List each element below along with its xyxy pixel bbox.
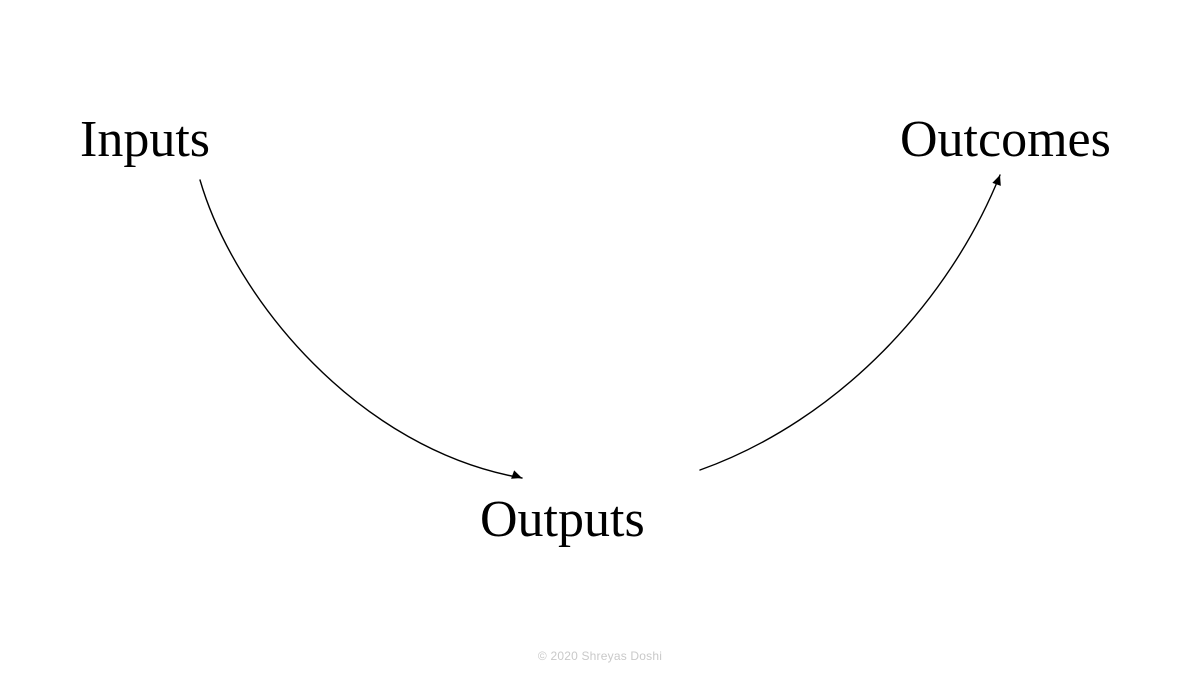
diagram-arrows [0,0,1200,675]
arrow-outputs-to-outcomes [700,175,1001,470]
footer-copyright: © 2020 Shreyas Doshi [538,649,662,663]
node-outputs: Outputs [480,490,645,549]
node-outcomes: Outcomes [900,110,1111,169]
arrow-inputs-to-outputs [200,180,522,479]
node-inputs: Inputs [80,110,210,169]
diagram-canvas: Inputs Outputs Outcomes © 2020 Shreyas D… [0,0,1200,675]
